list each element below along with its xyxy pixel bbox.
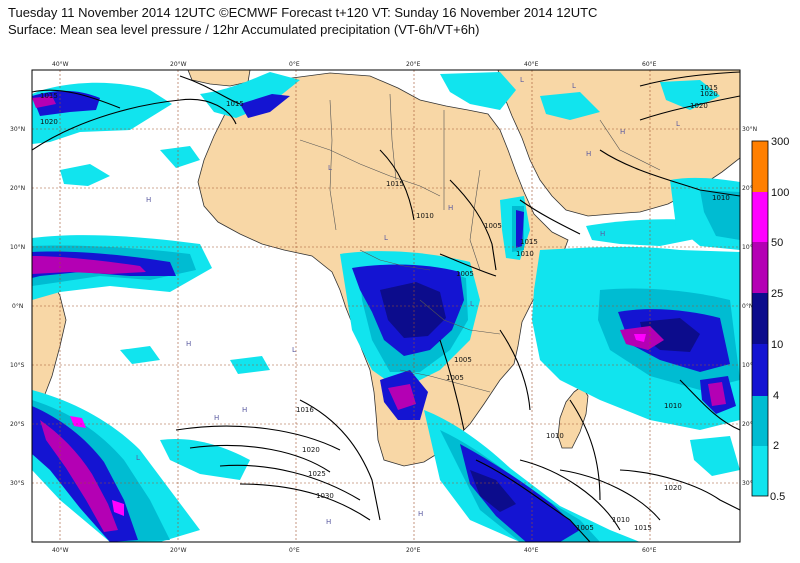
- isobar-label: 1010: [516, 250, 534, 258]
- pressure-centers: H H H H H H H H H H L L L L L L L L: [136, 76, 680, 526]
- low-marker: L: [136, 454, 140, 462]
- colorbar-segment: [752, 141, 768, 192]
- isobar-label: 1005: [454, 356, 472, 364]
- colorbar-segment: [752, 293, 768, 344]
- high-marker: H: [186, 340, 191, 348]
- latitude-label-left: 10°N: [10, 244, 25, 251]
- isobar-label: 1015: [520, 238, 538, 246]
- isobar-label: 1010: [664, 402, 682, 410]
- colorbar-label: 10: [771, 339, 783, 351]
- longitude-label-bottom: 40°W: [52, 547, 69, 554]
- low-marker: L: [676, 120, 680, 128]
- isobar-label: 1005: [446, 374, 464, 382]
- colorbar-segment: [752, 344, 768, 396]
- high-marker: H: [448, 204, 453, 212]
- low-marker: L: [572, 82, 576, 90]
- colorbar-label: 25: [771, 288, 783, 300]
- high-marker: H: [586, 150, 591, 158]
- map-title: Tuesday 11 November 2014 12UTC ©ECMWF Fo…: [8, 5, 598, 20]
- latitude-label-left: 10°S: [10, 362, 25, 369]
- low-marker: L: [470, 300, 474, 308]
- country-borders: [299, 93, 661, 393]
- low-marker: L: [384, 234, 388, 242]
- low-marker: L: [328, 164, 332, 172]
- latitude-label-left: 30°S: [10, 480, 25, 487]
- colorbar-border: [751, 140, 769, 497]
- isobar-label: 1015: [700, 84, 718, 92]
- longitude-label-bottom: 60°E: [642, 547, 657, 554]
- colorbar-label: 0.5: [770, 491, 785, 503]
- isobar-label: 1020: [302, 446, 320, 454]
- colorbar-label: 4: [773, 390, 779, 402]
- latitude-labels: 30°N 20°N 10°N 0°N 10°S 20°S 30°S 30°N 2…: [10, 126, 757, 487]
- colorbar-label: 100: [771, 187, 789, 199]
- longitude-label-bottom: 20°E: [406, 547, 421, 554]
- precipitation-colorbar: 0.5 2 4 10 25 50 100 300: [751, 136, 789, 503]
- precip-pink: [70, 334, 646, 516]
- longitude-label-top: 60°E: [642, 61, 657, 68]
- latitude-label-left: 20°S: [10, 421, 25, 428]
- isobar-label: 1020: [700, 90, 718, 98]
- high-marker: H: [214, 414, 219, 422]
- high-marker: H: [600, 230, 605, 238]
- high-marker: H: [242, 406, 247, 414]
- longitude-label-top: 20°E: [406, 61, 421, 68]
- map-frame: [31, 69, 741, 543]
- latitude-label-right: 30°N: [742, 126, 757, 133]
- isobar-label: 1020: [664, 484, 682, 492]
- colorbar-segment: [752, 192, 768, 242]
- isobar-label: 1010: [712, 194, 730, 202]
- isobar-label: 1010: [612, 516, 630, 524]
- isobar-label: 1015: [634, 524, 652, 532]
- isobar-label: 1020: [40, 118, 58, 126]
- longitude-label-bottom: 40°E: [524, 547, 539, 554]
- latitude-label-left: 0°N: [12, 303, 23, 310]
- longitude-label-bottom: 0°E: [289, 547, 300, 554]
- isobar-label: 1020: [690, 102, 708, 110]
- longitude-label-bottom: 20°W: [170, 547, 187, 554]
- isobar-label: 1005: [484, 222, 502, 230]
- latitude-label-left: 20°N: [10, 185, 25, 192]
- longitude-label-top: 40°E: [524, 61, 539, 68]
- colorbar-segment: [752, 242, 768, 293]
- colorbar-segment: [752, 446, 768, 496]
- isobar-label: 1015: [226, 100, 244, 108]
- latitude-label-right: 30°S: [742, 480, 757, 487]
- latitude-label-right: 20°N: [742, 185, 757, 192]
- latitude-label-left: 30°N: [10, 126, 25, 133]
- isobar-label: 1005: [576, 524, 594, 532]
- isobar-label: 1010: [416, 212, 434, 220]
- isobar-label: 1015: [40, 92, 58, 100]
- colorbar-label: 50: [771, 237, 783, 249]
- isobar-label: 1015: [386, 180, 404, 188]
- high-marker: H: [326, 518, 331, 526]
- isobar-label: 1030: [316, 492, 334, 500]
- graticule-lines: [32, 70, 740, 542]
- high-marker: H: [418, 510, 423, 518]
- map-subtitle: Surface: Mean sea level pressure / 12hr …: [8, 22, 480, 37]
- longitude-labels: 40°W 20°W 0°E 20°E 40°E 60°E 40°W 20°W 0…: [52, 61, 657, 554]
- isobar-labels: 1015 1020 1015 1010 1005 1005 1010 1015 …: [40, 84, 730, 532]
- latitude-label-right: 0°N: [742, 303, 753, 310]
- longitude-label-top: 20°W: [170, 61, 187, 68]
- latitude-label-right: 10°S: [742, 362, 757, 369]
- longitude-label-top: 0°E: [289, 61, 300, 68]
- colorbar-label: 300: [771, 136, 789, 148]
- longitude-label-top: 40°W: [52, 61, 69, 68]
- isobar-label: 1005: [456, 270, 474, 278]
- high-marker: H: [146, 196, 151, 204]
- low-marker: L: [520, 76, 524, 84]
- latitude-label-right: 10°N: [742, 244, 757, 251]
- high-marker: H: [620, 128, 625, 136]
- colorbar-segment: [752, 396, 768, 446]
- latitude-label-right: 20°S: [742, 421, 757, 428]
- isobars: [32, 71, 740, 542]
- colorbar-label: 2: [773, 440, 779, 452]
- low-marker: L: [292, 346, 296, 354]
- precip-darkblue: [380, 282, 700, 512]
- isobar-label: 1016: [296, 406, 314, 414]
- isobar-label: 1010: [546, 432, 564, 440]
- isobar-label: 1025: [308, 470, 326, 478]
